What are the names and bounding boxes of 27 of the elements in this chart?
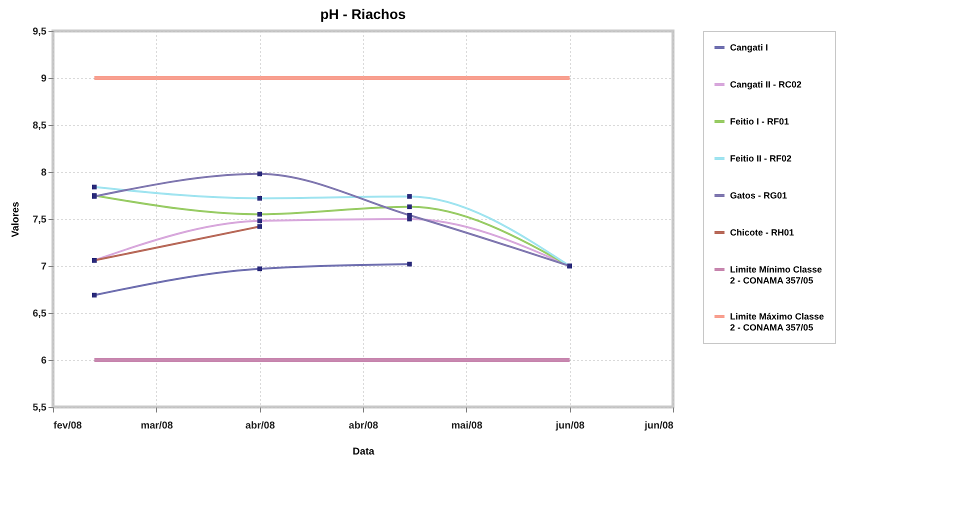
x-tick-label: abr/08 <box>245 420 276 432</box>
y-tick-label: 7 <box>40 262 47 272</box>
x-tick-label: mar/08 <box>140 420 174 432</box>
y-tick-label: 9 <box>40 74 47 84</box>
x-axis-title: Data <box>352 446 375 458</box>
legend-label: Limite Máximo Classe 2 - CONAMA 357/05 <box>730 312 824 332</box>
y-tick-label: 7,5 <box>32 214 47 226</box>
legend-label: Gatos - RG01 <box>730 190 788 200</box>
y-tick-label: 9,5 <box>32 26 47 38</box>
y-tick-label: 5,5 <box>32 402 47 414</box>
y-tick-label: 8,5 <box>32 120 47 132</box>
legend-label: Limite Mínimo Classe 2 - CONAMA 357/05 <box>730 264 822 286</box>
legend-label: Cangati II - RC02 <box>730 80 802 90</box>
y-tick-label: 6 <box>40 356 47 366</box>
x-tick-label: fev/08 <box>54 420 82 432</box>
legend-label: Cangati I <box>730 42 768 52</box>
x-tick-label: abr/08 <box>348 420 379 432</box>
legend-label: Chicote - RH01 <box>730 228 794 238</box>
x-tick-label: mai/08 <box>451 420 483 432</box>
chart-title: pH - Riachos <box>320 6 406 22</box>
legend-label: Feitio I - RF01 <box>730 116 790 126</box>
legend-label: Feitio II - RF02 <box>730 154 792 164</box>
y-tick-label: 6,5 <box>32 308 47 320</box>
y-axis-title: Valores <box>10 201 22 238</box>
y-tick-label: 8 <box>40 168 47 178</box>
x-tick-label: jun/08 <box>644 420 674 432</box>
x-tick-label: jun/08 <box>554 420 586 432</box>
